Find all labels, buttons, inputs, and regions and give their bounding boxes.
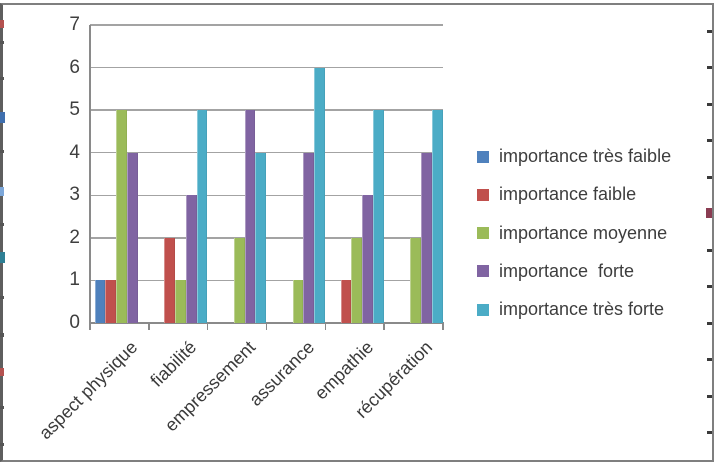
chart-bar[interactable] (244, 110, 256, 323)
right-edge-row-tick (707, 249, 712, 252)
chart-bar[interactable] (105, 280, 117, 323)
legend-label: importance très faible (499, 146, 672, 166)
left-edge-artifact (0, 187, 4, 196)
chart-bar[interactable] (431, 110, 443, 323)
chart-bar[interactable] (196, 110, 208, 323)
legend-label: importance très forte (499, 299, 665, 320)
legend-item[interactable]: importance faible (477, 184, 636, 205)
right-edge-row-tick (707, 66, 712, 69)
category-tick (442, 323, 444, 330)
chart-bar[interactable] (340, 280, 352, 323)
right-edge-row-tick (707, 322, 712, 325)
legend-swatch-icon (477, 303, 489, 316)
y-tick-label: 4 (69, 141, 80, 163)
right-edge-artifact (706, 208, 712, 218)
category-tick (206, 323, 209, 330)
chart-bar[interactable] (362, 195, 374, 323)
right-edge-row-tick (707, 30, 712, 33)
legend-label: importance forte (499, 260, 635, 281)
left-edge-artifact (0, 112, 5, 123)
legend-swatch-icon (477, 227, 489, 240)
category-tick (324, 323, 327, 330)
y-tick-label: 1 (69, 269, 80, 291)
legend-swatch-icon (477, 188, 489, 201)
gridline (90, 194, 443, 196)
legend-item[interactable]: importance forte (477, 261, 634, 282)
left-edge-artifact (0, 406, 4, 409)
right-edge-row-tick (707, 139, 712, 142)
chart-bar[interactable] (255, 152, 267, 323)
right-edge-row-tick (707, 395, 712, 398)
y-tick-label: 7 (69, 14, 80, 35)
y-tick-label: 2 (69, 226, 80, 248)
legend-swatch-icon (477, 150, 489, 163)
chart-bar[interactable] (292, 280, 304, 323)
y-tick-label: 6 (69, 56, 80, 78)
gridline (90, 24, 443, 26)
left-edge-artifact (0, 150, 4, 153)
gridline (90, 152, 443, 154)
legend-label: importance moyenne (499, 222, 668, 243)
chart-bar[interactable] (373, 110, 384, 323)
left-edge-artifact (0, 368, 4, 376)
left-edge-artifact (0, 20, 4, 28)
x-axis-line (90, 322, 444, 324)
y-tick-label: 5 (69, 99, 80, 121)
chart-bar[interactable] (421, 152, 432, 323)
gridline (90, 66, 443, 69)
left-edge-artifact (0, 77, 4, 80)
category-tick (265, 323, 268, 330)
left-edge-artifact (0, 333, 4, 337)
chart-bar[interactable] (351, 237, 363, 323)
gridline (90, 279, 443, 282)
left-edge-artifact (0, 252, 5, 263)
left-edge-artifact (0, 443, 4, 446)
legend-label: importance faible (499, 184, 637, 205)
left-edge-artifact (0, 223, 4, 226)
chart-bar[interactable] (94, 280, 106, 323)
left-edge-artifact (0, 296, 4, 299)
chart-bar[interactable] (185, 195, 197, 323)
chart-bar[interactable] (314, 67, 325, 323)
right-edge-row-tick (707, 103, 712, 106)
right-edge-row-tick (707, 358, 712, 361)
legend-item[interactable]: importance très forte (477, 299, 664, 320)
chart-bar[interactable] (164, 237, 175, 323)
gridline (90, 109, 443, 111)
legend-swatch-icon (477, 265, 489, 278)
chart-bar[interactable] (410, 237, 422, 323)
right-edge-row-tick (707, 176, 712, 179)
chart-bar[interactable] (174, 280, 186, 323)
chart-bar[interactable] (116, 110, 127, 323)
y-tick-label: 3 (69, 184, 80, 206)
legend-item[interactable]: importance moyenne (477, 223, 667, 244)
y-tick-label: 0 (69, 312, 80, 333)
left-edge-artifact (0, 41, 4, 44)
legend-item[interactable]: importance très faible (477, 146, 671, 167)
category-tick (383, 323, 385, 330)
category-tick (148, 323, 150, 330)
chart-bar[interactable] (303, 152, 315, 323)
y-axis-line (89, 25, 91, 330)
category-tick (89, 323, 91, 330)
chart-bar[interactable] (233, 237, 245, 323)
right-edge-row-tick (707, 431, 712, 434)
right-edge-row-tick (707, 285, 712, 288)
chart-bar[interactable] (126, 152, 138, 323)
gridline (90, 237, 443, 239)
